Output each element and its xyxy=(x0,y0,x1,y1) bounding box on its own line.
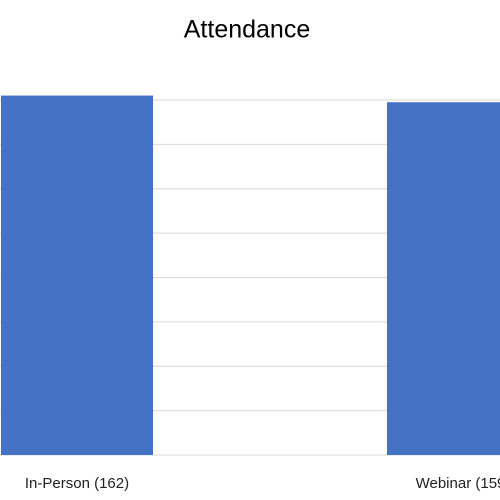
x-tick-label: Webinar (159) xyxy=(416,475,500,492)
bar xyxy=(0,95,154,455)
chart-title: Attendance xyxy=(184,16,311,44)
x-tick-label: In-Person (162) xyxy=(25,475,129,492)
bar xyxy=(386,102,500,455)
